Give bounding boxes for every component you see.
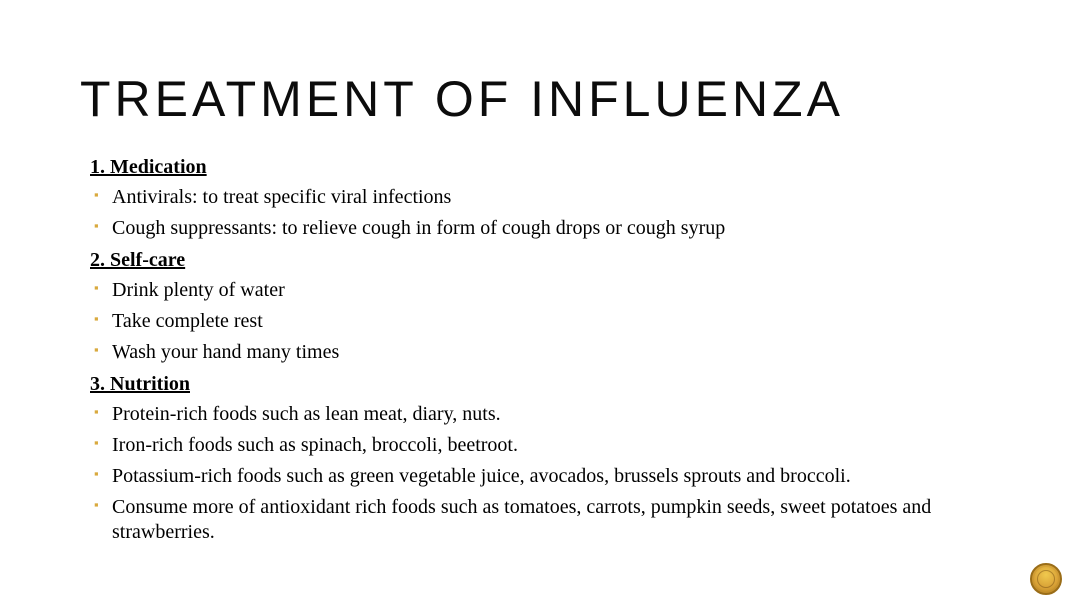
list-item: Take complete rest xyxy=(90,309,1000,334)
section-heading-medication: 1. Medication xyxy=(90,156,1000,179)
list-item: Cough suppressants: to relieve cough in … xyxy=(90,216,1000,241)
list-item: Iron-rich foods such as spinach, broccol… xyxy=(90,433,1000,458)
list-item: Antivirals: to treat specific viral infe… xyxy=(90,185,1000,210)
section-heading-nutrition: 3. Nutrition xyxy=(90,373,1000,396)
nutrition-list: Protein-rich foods such as lean meat, di… xyxy=(90,402,1000,545)
list-item: Wash your hand many times xyxy=(90,340,1000,365)
list-item: Protein-rich foods such as lean meat, di… xyxy=(90,402,1000,427)
section-heading-selfcare: 2. Self-care xyxy=(90,249,1000,272)
slide: TREATMENT OF INFLUENZA 1. Medication Ant… xyxy=(0,0,1080,607)
medication-list: Antivirals: to treat specific viral infe… xyxy=(90,185,1000,241)
list-item: Drink plenty of water xyxy=(90,278,1000,303)
selfcare-list: Drink plenty of water Take complete rest… xyxy=(90,278,1000,365)
medal-icon xyxy=(1030,563,1062,595)
list-item: Potassium-rich foods such as green veget… xyxy=(90,464,1000,489)
list-item: Consume more of antioxidant rich foods s… xyxy=(90,495,1000,545)
slide-title: TREATMENT OF INFLUENZA xyxy=(80,70,1000,128)
slide-content: 1. Medication Antivirals: to treat speci… xyxy=(80,156,1000,545)
